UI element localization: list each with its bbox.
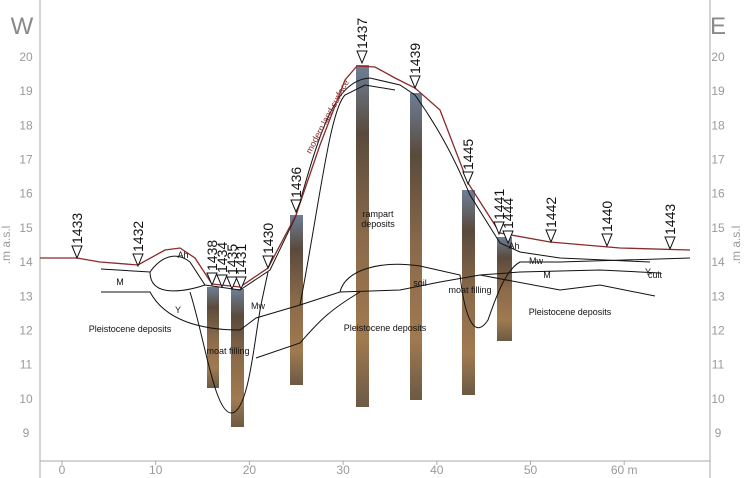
annotation: moat filling bbox=[448, 285, 491, 295]
y-tick-label: 13 bbox=[711, 289, 725, 303]
borehole-marker bbox=[601, 233, 613, 248]
annotation: soil bbox=[413, 278, 427, 288]
y-tick-label: 12 bbox=[711, 323, 725, 337]
borehole-marker bbox=[409, 75, 421, 90]
y-tick-label: 18 bbox=[711, 118, 725, 132]
x-tick-label: 30 bbox=[336, 463, 350, 477]
strata bbox=[100, 77, 691, 414]
annotation: Mw bbox=[529, 256, 543, 266]
x-tick-label: 0 bbox=[59, 463, 66, 477]
y-tick-label: 19 bbox=[19, 84, 33, 98]
annotation: Ah bbox=[177, 250, 188, 260]
borehole-label: 1437 bbox=[354, 18, 370, 49]
x-tick-label: 50 bbox=[524, 463, 538, 477]
x-tick-label: 10 bbox=[149, 463, 163, 477]
borehole-marker bbox=[206, 272, 218, 287]
borehole-label: 1444 bbox=[500, 198, 516, 229]
y-tick-label: 13 bbox=[19, 289, 33, 303]
y-tick-label: 14 bbox=[711, 255, 725, 269]
land-surface bbox=[40, 65, 691, 288]
borehole-marker bbox=[462, 171, 474, 186]
annotation: moat filling bbox=[206, 346, 249, 356]
annotation: rampart bbox=[362, 209, 394, 219]
y-tick-label: 12 bbox=[19, 323, 33, 337]
y-tick-label: 10 bbox=[711, 392, 725, 406]
borehole-marker bbox=[235, 276, 247, 291]
borehole-marker bbox=[216, 274, 228, 289]
x-tick-label: 40 bbox=[430, 463, 444, 477]
borehole-label: 1445 bbox=[460, 139, 476, 170]
y-tick-label: 16 bbox=[711, 187, 725, 201]
y-tick-label: 9 bbox=[23, 426, 30, 440]
annotation: cult bbox=[648, 270, 663, 280]
borehole-label: 1441 bbox=[491, 189, 507, 220]
annotation: Pleistocene deposits bbox=[89, 324, 172, 334]
cores bbox=[207, 65, 512, 427]
borehole-marker bbox=[132, 253, 144, 268]
y-tick-label: 20 bbox=[19, 50, 33, 64]
y-tick-label: 17 bbox=[711, 153, 725, 167]
borehole-marker bbox=[290, 199, 302, 214]
borehole-label: 1433 bbox=[69, 213, 85, 244]
borehole-marker bbox=[493, 221, 505, 236]
y-axis-title: .m a.s.l bbox=[0, 226, 13, 265]
annotation: Ah bbox=[508, 241, 519, 251]
borehole-label: 1432 bbox=[130, 221, 146, 252]
y-tick-label: 15 bbox=[19, 221, 33, 235]
east-label: E bbox=[710, 13, 726, 40]
y-tick-label: 15 bbox=[711, 221, 725, 235]
annotation: deposits bbox=[361, 219, 395, 229]
y-tick-label: 9 bbox=[715, 426, 722, 440]
borehole-marker bbox=[262, 255, 274, 270]
borehole-label: 1438 bbox=[204, 240, 220, 271]
borehole-label: 1440 bbox=[599, 201, 615, 232]
borehole-label: 1442 bbox=[543, 197, 559, 228]
borehole-label: 1431 bbox=[233, 244, 249, 275]
surface-label: modern land surface bbox=[304, 78, 351, 155]
annotation: M bbox=[543, 270, 551, 280]
y-tick-label: 19 bbox=[711, 84, 725, 98]
borehole-label: 1443 bbox=[662, 204, 678, 235]
annotation: Y bbox=[645, 267, 651, 277]
y-tick-label: 18 bbox=[19, 118, 33, 132]
borehole-marker bbox=[502, 230, 514, 245]
annotation: Y bbox=[175, 305, 181, 315]
y-tick-label: 10 bbox=[19, 392, 33, 406]
x-tick-label: 20 bbox=[243, 463, 257, 477]
annotation: Pleistocene deposits bbox=[529, 307, 612, 317]
annotation: M bbox=[116, 277, 124, 287]
borehole-marker bbox=[664, 236, 676, 251]
borehole-label: 1439 bbox=[407, 43, 423, 74]
y-tick-label: 20 bbox=[711, 50, 725, 64]
borehole-label: 1435 bbox=[224, 244, 240, 275]
annotation: Pleistocene deposits bbox=[344, 323, 427, 333]
borehole-marker bbox=[71, 245, 83, 260]
borehole-marker bbox=[356, 50, 368, 65]
y-tick-label: 14 bbox=[19, 255, 33, 269]
annotation: Mw bbox=[251, 301, 265, 311]
borehole-marker bbox=[545, 229, 557, 244]
y-tick-label: 11 bbox=[20, 358, 33, 372]
borehole-label: 1434 bbox=[214, 242, 230, 273]
y-tick-label: 11 bbox=[712, 358, 725, 372]
borehole-label: 1430 bbox=[260, 223, 276, 254]
y-tick-label: 17 bbox=[19, 153, 33, 167]
west-label: W bbox=[11, 13, 34, 40]
borehole-label: 1436 bbox=[288, 167, 304, 198]
borehole-marker bbox=[226, 276, 238, 291]
y-tick-label: 16 bbox=[19, 187, 33, 201]
x-tick-label: 60 m bbox=[611, 463, 638, 477]
y-axis-title: .m a.s.l bbox=[729, 226, 743, 265]
